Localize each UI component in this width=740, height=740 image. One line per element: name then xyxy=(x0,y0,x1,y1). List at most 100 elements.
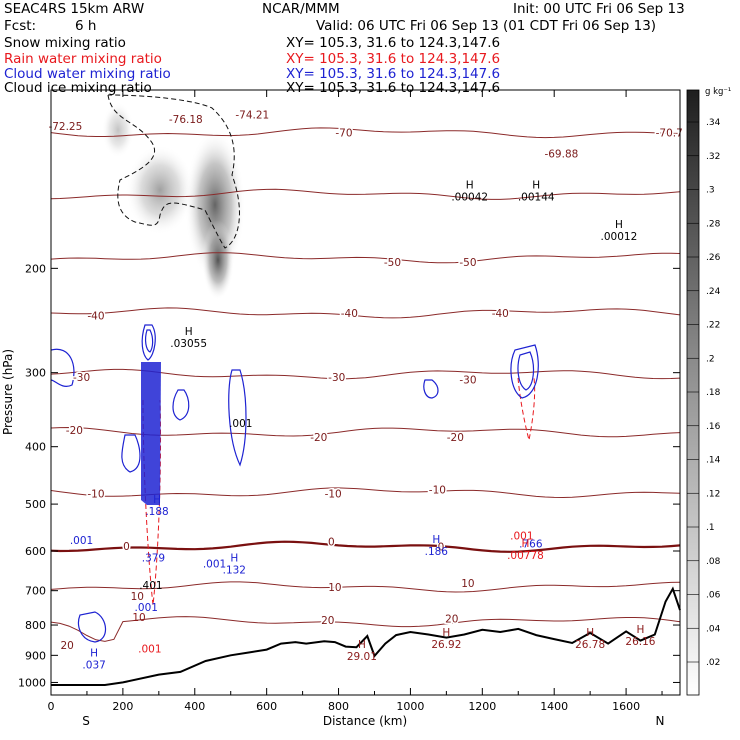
extremum-value: .766 xyxy=(519,538,543,550)
terrain-line xyxy=(51,586,681,686)
x-tick-label: 1200 xyxy=(468,700,496,713)
extremum-value: 26.16 xyxy=(625,636,655,648)
isotherm-label: 0 xyxy=(123,541,130,553)
isotherm-label: -70.7 xyxy=(656,128,683,140)
isotherm--70 xyxy=(51,127,680,139)
isotherm-label: -40 xyxy=(492,308,509,320)
isotherm-20 xyxy=(51,616,680,642)
extremum-mark: H xyxy=(466,179,474,191)
extremum-value: .001 xyxy=(229,418,252,430)
plot-frame xyxy=(50,89,681,696)
color-scale-label: .14 xyxy=(706,456,721,466)
color-scale-label: .28 xyxy=(706,219,721,229)
isotherm-label: -30 xyxy=(459,374,476,386)
field-name-rain: Rain water mixing ratio xyxy=(4,51,162,67)
field-xy-cloud-water: XY= 105.3, 31.6 to 124.3,147.6 xyxy=(286,66,501,82)
isotherm-label: -20 xyxy=(310,432,327,444)
color-scale-label: .12 xyxy=(706,489,720,499)
isotherm-label: 10 xyxy=(461,578,474,590)
extremum-value: .001 xyxy=(510,530,533,542)
isotherm-label: -69.88 xyxy=(544,149,578,161)
y-axis-label: Pressure (hPa) xyxy=(1,349,15,435)
north-end-label: N xyxy=(656,714,665,728)
isotherm-label: -10 xyxy=(429,484,446,496)
x-axis-label: Distance (km) xyxy=(323,714,407,728)
init-time: Init: 00 UTC Fri 06 Sep 13 xyxy=(513,1,685,17)
isotherm-label: -50 xyxy=(384,257,401,269)
x-tick-label: 400 xyxy=(184,700,205,713)
isotherm-label: -40 xyxy=(87,310,104,322)
y-tick-label: 500 xyxy=(25,498,46,511)
color-scale-label: .32 xyxy=(706,152,720,162)
color-scale-label: .08 xyxy=(706,557,721,567)
color-scale-label: .2 xyxy=(706,354,715,364)
terrain-profile xyxy=(51,586,681,686)
x-tick-label: 1000 xyxy=(396,700,424,713)
extremum-mark: H xyxy=(358,639,366,651)
isotherm--40 xyxy=(51,307,680,319)
color-scale-label: .3 xyxy=(706,186,715,196)
extremum-mark: H xyxy=(586,627,594,639)
isotherm-label: -50 xyxy=(459,257,476,269)
snow-ice-shading xyxy=(102,102,245,300)
x-tick-label: 0 xyxy=(48,700,55,713)
extremum-value: .001 xyxy=(203,559,226,571)
isotherm-label: 10 xyxy=(131,591,144,603)
plot-header: SEAC4RS 15km ARW NCAR/MMM Init: 00 UTC F… xyxy=(0,0,740,96)
isotherm-label: 0 xyxy=(328,536,335,548)
forecast-hour: 6 h xyxy=(75,18,97,34)
south-end-label: S xyxy=(82,714,90,728)
field-xy-rain: XY= 105.3, 31.6 to 124.3,147.6 xyxy=(286,51,501,67)
extremum-mark: H xyxy=(185,326,193,338)
color-scale-label: .02 xyxy=(706,658,720,668)
isotherm-label: -40 xyxy=(341,308,358,320)
color-scale-label: .24 xyxy=(706,287,721,297)
extremum-mark: H xyxy=(637,624,645,636)
model-title: SEAC4RS 15km ARW xyxy=(4,1,145,17)
contour-labels: -72.25 -76.18 -74.21 -70 -69.88 -70.7 -50 -50 -4… xyxy=(47,108,684,671)
forecast-label: Fcst: xyxy=(4,18,37,34)
extremum-value: .00012 xyxy=(601,231,638,243)
extremum-value: .00042 xyxy=(451,191,488,203)
isotherm-label: -30 xyxy=(328,372,345,384)
y-tick-label: 900 xyxy=(25,649,46,662)
field-xy-cloud-ice: XY= 105.3, 31.6 to 124.3,147.6 xyxy=(286,80,501,96)
rain-water-contours xyxy=(142,377,536,606)
isotherm-label: 20 xyxy=(321,615,334,627)
isotherm-label: 20 xyxy=(60,640,73,652)
x-tick-label: 600 xyxy=(256,700,277,713)
color-scale-label: .26 xyxy=(706,253,721,263)
y-tick-label: 800 xyxy=(25,619,46,632)
isotherm-10 xyxy=(51,581,680,593)
color-scale-label: .34 xyxy=(706,118,721,128)
isotherm--50 xyxy=(51,252,680,264)
isotherm-label: -20 xyxy=(66,425,83,437)
extremum-mark: H xyxy=(532,179,540,191)
field-name-snow: Snow mixing ratio xyxy=(4,35,126,51)
y-tick-label: 1000 xyxy=(18,676,46,689)
y-tick-label: 700 xyxy=(25,585,46,598)
extremum-value: .00144 xyxy=(518,191,555,203)
extremum-mark: H xyxy=(230,553,238,565)
isotherm-label: -76.18 xyxy=(169,114,203,126)
extremum-value: .001 xyxy=(135,602,158,614)
cloud-ice-contour xyxy=(107,94,240,249)
x-tick-label: 800 xyxy=(328,700,349,713)
field-name-cloud-water: Cloud water mixing ratio xyxy=(4,66,171,82)
isotherm-0 xyxy=(51,540,680,553)
organization: NCAR/MMM xyxy=(262,1,340,17)
isotherm-label: 20 xyxy=(445,614,458,626)
color-scale-label: .22 xyxy=(706,321,720,331)
extremum-value: 26.78 xyxy=(575,639,605,651)
color-scale-bar: g kg⁻¹ .34 .32 .3 .28 .26 .24 .22 .2 .18 .16 .14 .1… xyxy=(686,87,731,696)
extremum-value: .186 xyxy=(425,546,449,558)
extremum-mark: H xyxy=(153,494,161,506)
isotherm-label: -10 xyxy=(87,489,104,501)
field-xy-snow: XY= 105.3, 31.6 to 124.3,147.6 xyxy=(286,35,501,51)
isotherm-label: -74.21 xyxy=(235,110,269,122)
extremum-mark: H xyxy=(432,534,440,546)
axes: 0 200 400 600 800 1000 1200 1400 160020030040050… xyxy=(18,90,680,713)
y-tick-label: 200 xyxy=(25,262,46,275)
extremum-value: .001 xyxy=(138,644,161,656)
